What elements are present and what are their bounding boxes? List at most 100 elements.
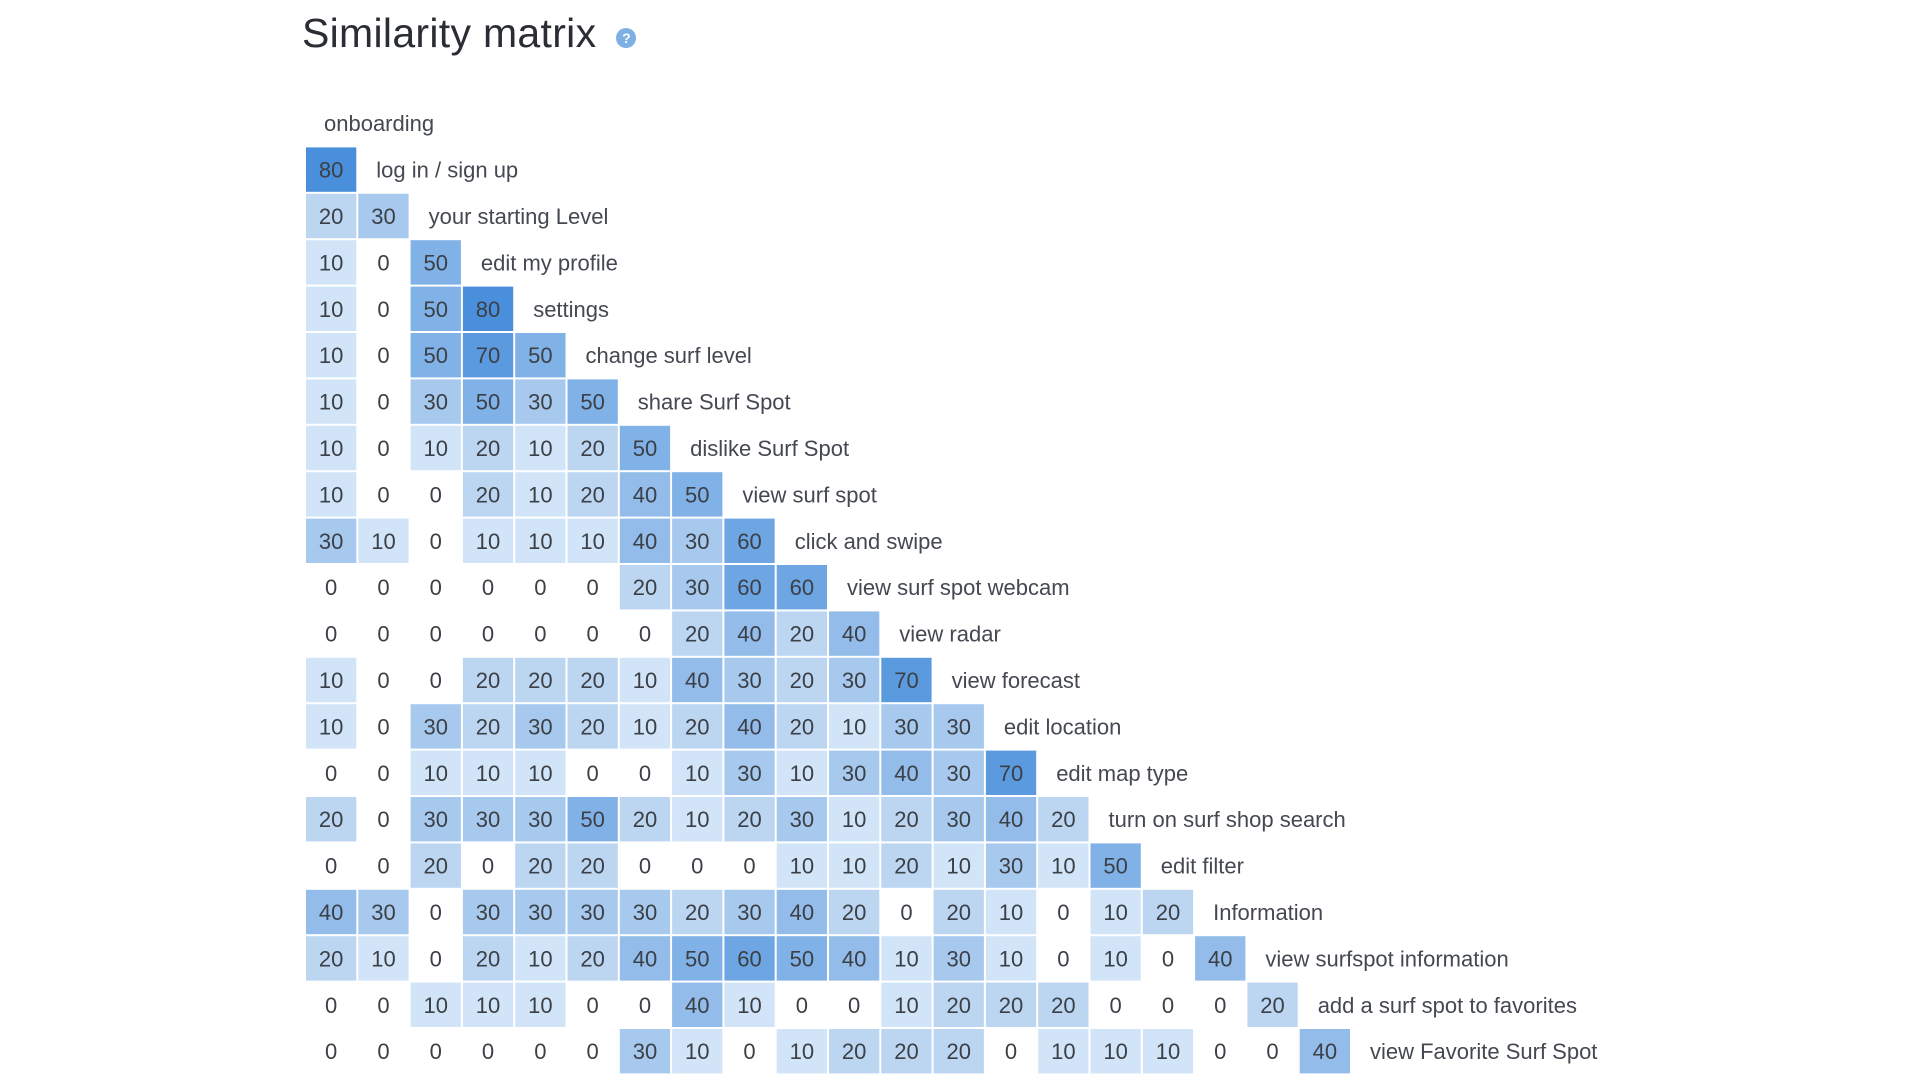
matrix-cell-value: 30	[528, 900, 552, 925]
matrix-cell	[515, 518, 566, 563]
matrix-cell	[358, 193, 409, 239]
matrix-cell-value: 20	[685, 714, 709, 739]
matrix-cell	[1038, 982, 1089, 1027]
matrix-cell	[881, 982, 932, 1027]
matrix-cell-value: 0	[587, 575, 599, 600]
matrix-cell	[672, 982, 723, 1027]
matrix-cell	[462, 889, 514, 935]
row-label: view surfspot information	[1265, 946, 1508, 971]
matrix-cell	[985, 797, 1037, 842]
matrix-cell	[358, 982, 409, 1027]
matrix-cell	[462, 750, 514, 795]
matrix-cell	[358, 425, 409, 471]
matrix-cell	[515, 704, 566, 749]
matrix-cell-value: 30	[528, 807, 552, 832]
matrix-cell	[1090, 982, 1141, 1027]
matrix-cell	[462, 379, 514, 424]
matrix-cell-value: 0	[1057, 946, 1069, 971]
matrix-cell-value: 0	[430, 946, 442, 971]
matrix-cell-value: 10	[319, 482, 343, 507]
matrix-cell	[1142, 982, 1194, 1027]
matrix-cell	[410, 704, 461, 749]
matrix-cell-value: 30	[999, 854, 1023, 879]
matrix-cell-value: 80	[476, 297, 500, 322]
matrix-cell-value: 20	[476, 668, 500, 693]
matrix-cell-value: 20	[1051, 993, 1075, 1018]
matrix-cell	[358, 472, 409, 517]
matrix-cell-value: 40	[1208, 946, 1232, 971]
matrix-cell	[306, 797, 357, 842]
matrix-cell-value: 0	[587, 993, 599, 1018]
matrix-cell-value: 20	[894, 1039, 918, 1064]
matrix-cell	[358, 843, 409, 888]
matrix-cell	[306, 286, 357, 331]
matrix-cell	[515, 889, 566, 935]
matrix-cell-value: 10	[476, 993, 500, 1018]
matrix-cell	[358, 657, 409, 703]
matrix-cell	[1038, 889, 1089, 935]
matrix-cell	[358, 286, 409, 331]
matrix-cell	[881, 1029, 932, 1074]
help-icon[interactable]: ?	[616, 27, 637, 48]
matrix-cell-value: 0	[325, 1039, 337, 1064]
matrix-cell-value: 0	[377, 297, 389, 322]
matrix-cell-value: 0	[325, 575, 337, 600]
matrix-cell-value: 10	[1103, 946, 1127, 971]
matrix-cell	[1195, 1029, 1246, 1074]
matrix-cell-value: 10	[476, 529, 500, 554]
matrix-cell-value: 0	[325, 993, 337, 1018]
matrix-cell	[410, 936, 461, 981]
matrix-cell	[619, 936, 671, 981]
matrix-cell-value: 20	[947, 1039, 971, 1064]
matrix-cell	[1142, 1029, 1194, 1074]
matrix-cell	[515, 750, 566, 795]
matrix-cell-value: 30	[528, 714, 552, 739]
row-label: click and swipe	[795, 529, 943, 554]
matrix-cell-value: 50	[424, 297, 448, 322]
matrix-cell	[933, 889, 984, 935]
matrix-cell-value: 10	[319, 436, 343, 461]
matrix-cell-value: 0	[377, 854, 389, 879]
matrix-cell	[776, 936, 827, 981]
matrix-cell	[985, 1029, 1037, 1074]
matrix-cell	[515, 472, 566, 517]
matrix-cell	[358, 565, 409, 610]
matrix-cell	[462, 797, 514, 842]
matrix-cell-value: 30	[947, 946, 971, 971]
matrix-cell	[462, 936, 514, 981]
matrix-cell-value: 50	[476, 390, 500, 415]
matrix-cell-value: 40	[1313, 1039, 1337, 1064]
matrix-cell	[881, 889, 932, 935]
matrix-cell-value: 30	[528, 390, 552, 415]
matrix-cell-value: 0	[430, 575, 442, 600]
matrix-cell	[515, 565, 566, 610]
matrix-cell-value: 20	[790, 622, 814, 647]
matrix-cell	[567, 425, 618, 471]
matrix-cell	[462, 286, 514, 331]
matrix-cell	[724, 982, 775, 1027]
matrix-cell	[306, 936, 357, 981]
matrix-cell	[410, 657, 461, 703]
row-label: add a surf spot to favorites	[1318, 993, 1577, 1018]
matrix-cell	[933, 936, 984, 981]
matrix-cell	[1247, 1029, 1298, 1074]
matrix-cell-value: 0	[587, 1039, 599, 1064]
row-label: dislike Surf Spot	[690, 436, 849, 461]
row-label: onboarding	[324, 111, 434, 136]
matrix-cell	[724, 936, 775, 981]
matrix-cell-value: 20	[999, 993, 1023, 1018]
matrix-cell-value: 20	[947, 900, 971, 925]
matrix-cell	[306, 889, 357, 935]
matrix-cell-value: 10	[528, 436, 552, 461]
matrix-cell	[410, 889, 461, 935]
matrix-cell-value: 10	[999, 946, 1023, 971]
matrix-cell	[985, 889, 1037, 935]
matrix-cell-value: 0	[377, 807, 389, 832]
matrix-cell-value: 70	[894, 668, 918, 693]
matrix-cell-value: 10	[790, 1039, 814, 1064]
matrix-cell	[567, 472, 618, 517]
matrix-cell-value: 10	[842, 854, 866, 879]
matrix-cell	[933, 797, 984, 842]
matrix-cell	[724, 611, 775, 656]
